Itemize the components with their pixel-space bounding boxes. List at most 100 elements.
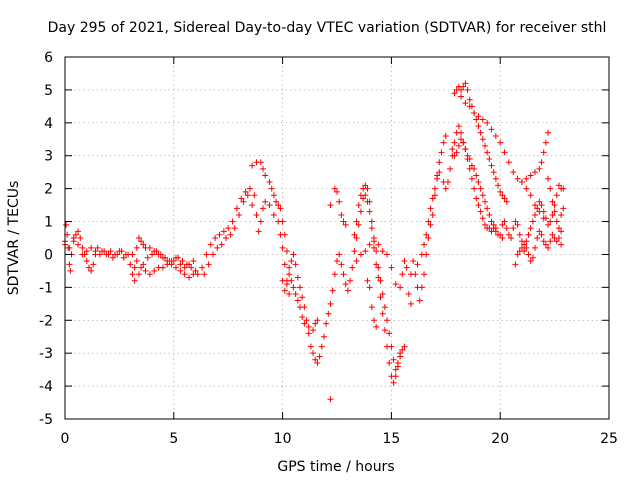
- data-point: [334, 188, 340, 195]
- x-tick-label: 25: [600, 431, 618, 447]
- data-point: [555, 225, 562, 232]
- data-point: [275, 202, 282, 209]
- data-point: [397, 284, 404, 291]
- y-tick-label: -1: [39, 280, 53, 296]
- data-point: [159, 264, 166, 271]
- data-point: [481, 142, 488, 149]
- data-point: [357, 251, 364, 258]
- data-point: [118, 248, 125, 255]
- data-point: [545, 244, 552, 251]
- data-point: [368, 304, 375, 311]
- data-point: [286, 271, 293, 278]
- data-point: [220, 228, 227, 235]
- data-point: [466, 156, 473, 163]
- data-point: [505, 231, 512, 238]
- data-point: [353, 218, 360, 225]
- data-point: [436, 159, 443, 166]
- data-point: [83, 258, 90, 265]
- data-point: [279, 277, 286, 284]
- data-point: [386, 330, 393, 337]
- data-point: [262, 198, 269, 205]
- data-point: [162, 254, 169, 261]
- data-point: [266, 202, 273, 209]
- data-point: [451, 90, 458, 97]
- data-point: [375, 241, 382, 248]
- y-tick-label: 3: [44, 149, 53, 165]
- data-point: [418, 284, 425, 291]
- data-point: [318, 343, 325, 350]
- data-point: [549, 231, 556, 238]
- axis-ticks: [64, 56, 610, 420]
- y-tick-label: -5: [39, 412, 53, 428]
- data-point: [360, 195, 367, 202]
- data-point: [229, 218, 236, 225]
- data-point: [401, 258, 408, 265]
- data-point: [327, 202, 334, 209]
- data-point: [77, 235, 84, 241]
- data-point: [177, 261, 184, 268]
- data-point: [542, 215, 549, 222]
- data-point: [227, 231, 234, 238]
- data-point: [320, 333, 327, 340]
- data-point: [362, 192, 369, 199]
- data-point: [94, 244, 101, 251]
- data-point: [107, 248, 114, 255]
- data-point: [538, 159, 545, 166]
- y-tick-label: 0: [44, 247, 53, 263]
- data-point: [142, 267, 149, 274]
- data-point: [181, 271, 188, 278]
- data-point: [164, 261, 171, 268]
- y-tick-label: 5: [44, 83, 53, 99]
- data-point: [468, 175, 475, 182]
- data-point: [512, 261, 519, 268]
- data-point: [403, 264, 410, 271]
- data-point: [381, 304, 388, 311]
- data-point: [331, 185, 338, 192]
- data-point: [532, 211, 539, 218]
- data-point: [384, 343, 391, 350]
- data-point: [303, 317, 310, 324]
- data-point: [523, 175, 530, 182]
- data-point: [560, 185, 567, 192]
- data-point: [488, 218, 495, 225]
- data-point: [464, 152, 471, 159]
- data-point: [172, 264, 179, 271]
- data-point: [294, 274, 301, 281]
- grid-lines: [65, 57, 609, 419]
- data-point: [140, 261, 147, 268]
- data-point: [475, 123, 482, 130]
- data-point: [301, 304, 308, 311]
- data-point: [181, 264, 188, 271]
- data-point: [497, 231, 504, 238]
- data-point: [75, 241, 82, 248]
- data-point: [475, 113, 482, 120]
- data-point: [518, 244, 525, 251]
- data-point: [314, 317, 321, 324]
- data-point: [471, 165, 478, 172]
- data-point: [394, 360, 401, 367]
- data-point: [105, 251, 112, 258]
- data-point: [425, 218, 432, 225]
- data-point: [286, 290, 293, 297]
- data-point: [429, 195, 436, 202]
- data-point: [471, 185, 478, 192]
- data-point: [281, 287, 288, 294]
- data-point: [521, 241, 528, 248]
- data-point: [157, 251, 164, 258]
- data-point: [384, 251, 391, 258]
- data-point: [96, 251, 103, 258]
- data-point: [497, 139, 504, 146]
- data-point: [79, 251, 86, 258]
- data-point: [294, 297, 301, 304]
- data-point: [66, 261, 73, 268]
- data-point: [144, 254, 151, 261]
- data-point: [297, 284, 304, 291]
- data-point: [135, 271, 142, 278]
- data-point: [312, 356, 319, 363]
- chart-title: Day 295 of 2021, Sidereal Day-to-day VTE…: [48, 20, 607, 36]
- data-point: [244, 192, 251, 199]
- data-point: [270, 211, 277, 218]
- data-point: [397, 350, 404, 357]
- data-point: [538, 231, 545, 238]
